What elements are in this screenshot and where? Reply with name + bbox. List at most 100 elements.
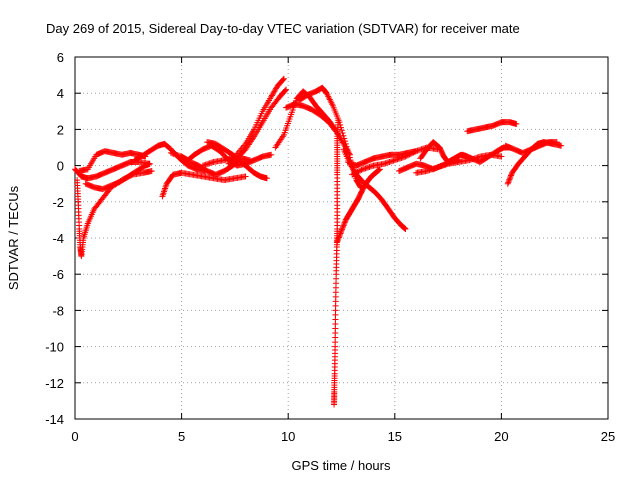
data-point xyxy=(334,238,341,245)
y-tick-label: 4 xyxy=(57,86,64,101)
data-point xyxy=(338,227,345,234)
series-arc-21h-flat xyxy=(502,139,560,156)
data-point xyxy=(283,86,290,93)
x-tick-label: 20 xyxy=(494,429,508,444)
data-point xyxy=(340,222,347,229)
x-tick-label: 15 xyxy=(388,429,402,444)
data-point xyxy=(405,152,412,159)
data-point xyxy=(358,166,365,173)
data-point xyxy=(339,226,346,233)
data-point xyxy=(343,143,350,150)
series-arc-4h-hump xyxy=(131,140,209,175)
data-point xyxy=(268,151,275,158)
data-point xyxy=(506,175,513,182)
data-point xyxy=(336,231,343,238)
data-point xyxy=(161,187,168,194)
data-point xyxy=(148,168,155,175)
data-point xyxy=(280,75,287,82)
series-arc-early-low xyxy=(82,160,153,193)
data-point xyxy=(355,168,362,175)
y-tick-label: 0 xyxy=(57,159,64,174)
data-point xyxy=(349,171,356,178)
data-point xyxy=(350,170,357,177)
series-arc-13h-flat xyxy=(344,148,420,169)
data-point xyxy=(335,235,342,242)
y-tick-label: -8 xyxy=(52,303,64,318)
data-point xyxy=(263,175,270,182)
data-point xyxy=(357,167,364,174)
y-tick-label: -4 xyxy=(52,231,64,246)
data-point xyxy=(242,173,249,180)
y-tick-label: -10 xyxy=(45,340,64,355)
data-point xyxy=(558,142,565,149)
data-point xyxy=(407,150,414,157)
data-point xyxy=(402,225,409,232)
data-points xyxy=(72,75,565,408)
series-arc-12h-recover xyxy=(334,166,383,245)
data-point xyxy=(411,148,418,155)
data-point xyxy=(353,169,360,176)
data-point xyxy=(160,190,167,197)
data-point xyxy=(351,170,358,177)
data-point xyxy=(505,179,512,186)
data-point xyxy=(340,223,347,230)
data-point xyxy=(410,149,417,156)
data-point xyxy=(334,237,341,244)
data-point xyxy=(161,188,168,195)
chart-title: Day 269 of 2015, Sidereal Day-to-day VTE… xyxy=(46,21,520,36)
data-point xyxy=(331,401,338,408)
series-arc-10h-band xyxy=(283,101,354,158)
axis-ticks: 0 5 10 15 20 25 -14 -12 -10 -8 -6 -4 -2 0 2 4 6 xyxy=(45,50,615,444)
data-point xyxy=(341,138,348,145)
series-arc-18h-high xyxy=(464,119,520,135)
series-arc-15h-lower xyxy=(396,157,462,175)
data-point xyxy=(337,229,344,236)
x-tick-label: 5 xyxy=(178,429,185,444)
y-tick-label: -2 xyxy=(52,195,64,210)
y-tick-label: -6 xyxy=(52,267,64,282)
data-point xyxy=(506,176,513,183)
x-tick-label: 10 xyxy=(281,429,295,444)
data-point xyxy=(159,193,166,200)
series-arc-early-upper xyxy=(76,148,149,175)
data-point xyxy=(498,153,505,160)
data-point xyxy=(507,172,514,179)
data-point xyxy=(402,153,409,160)
data-point xyxy=(337,230,344,237)
data-point xyxy=(336,233,343,240)
data-point xyxy=(340,132,347,139)
series-arc-12h-dip xyxy=(331,117,342,408)
data-point xyxy=(339,130,346,137)
data-point xyxy=(338,127,345,134)
data-point xyxy=(339,225,346,232)
x-axis-label: GPS time / hours xyxy=(292,458,391,473)
data-point xyxy=(507,173,514,180)
x-tick-label: 25 xyxy=(601,429,615,444)
data-point xyxy=(159,191,166,198)
data-point xyxy=(409,150,416,157)
data-point xyxy=(246,157,253,164)
data-point xyxy=(335,234,342,241)
data-point xyxy=(282,87,289,94)
data-point xyxy=(403,152,410,159)
data-point xyxy=(146,160,153,167)
data-point xyxy=(455,157,462,164)
data-point xyxy=(505,177,512,184)
y-tick-label: -12 xyxy=(45,376,64,391)
series-arc-4h-low xyxy=(159,169,249,200)
y-tick-label: 6 xyxy=(57,50,64,65)
series-arc-6h-cross xyxy=(187,155,253,178)
data-point xyxy=(354,168,361,175)
data-point xyxy=(341,220,348,227)
x-tick-label: 0 xyxy=(71,429,78,444)
y-tick-label: 2 xyxy=(57,122,64,137)
y-axis-label: SDTVAR / TECUs xyxy=(6,185,21,290)
data-point xyxy=(341,219,348,226)
series-arc-early-flat xyxy=(72,158,153,182)
data-point xyxy=(553,139,560,146)
data-point xyxy=(513,120,520,127)
series-arc-7h-rise xyxy=(199,75,287,169)
series-arc-8h-rise xyxy=(225,86,290,167)
data-point xyxy=(280,76,287,83)
